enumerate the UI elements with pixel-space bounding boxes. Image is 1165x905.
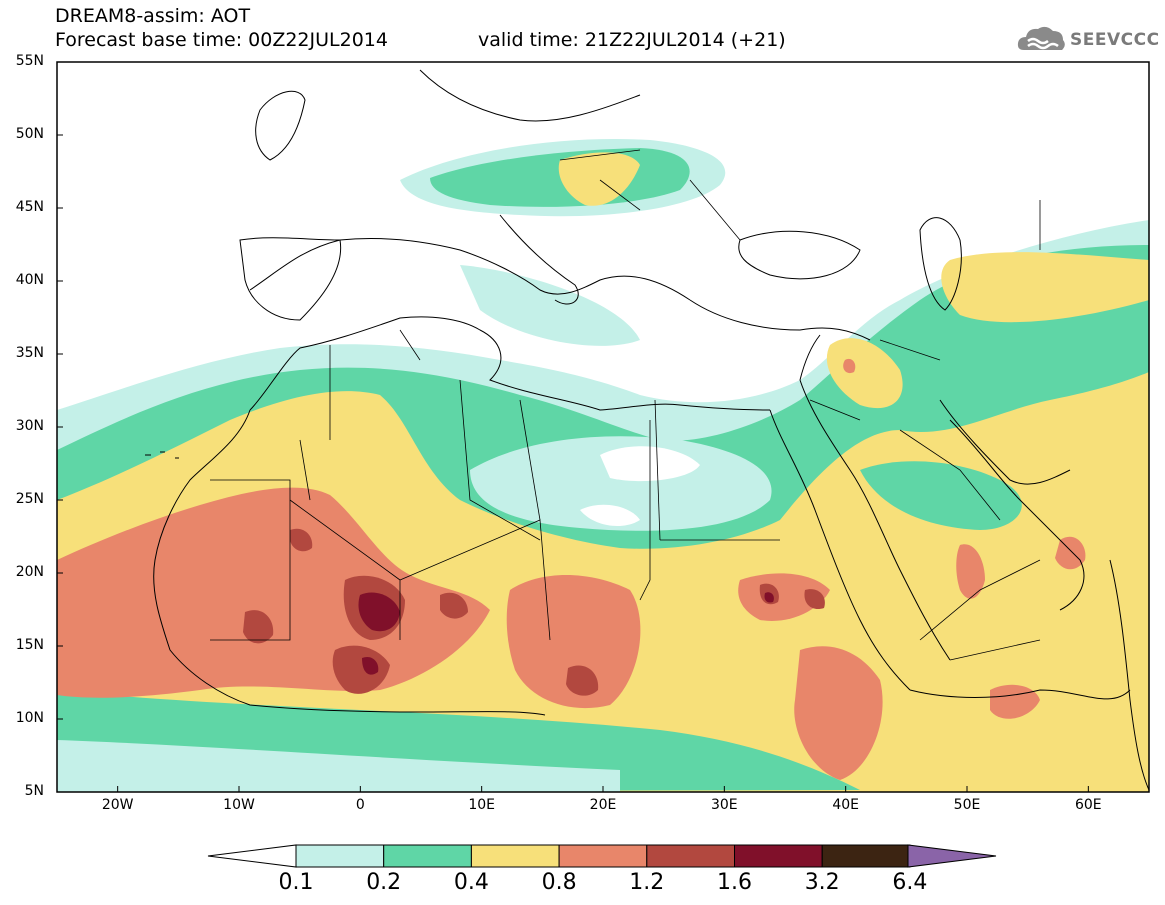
lat-label: 5N	[24, 783, 44, 799]
colorbar-swatch	[558, 844, 648, 868]
colorbar-swatch	[383, 844, 472, 868]
lon-label: 10E	[468, 797, 495, 813]
aot-field	[57, 62, 1149, 792]
lon-label: 30E	[710, 797, 738, 813]
cloud-icon	[1017, 26, 1065, 50]
logo-text: SEEVCCC	[1070, 30, 1160, 50]
colorbar-swatch	[821, 844, 911, 868]
colorbar-level-label: 3.2	[804, 870, 840, 895]
valid-time: valid time: 21Z22JUL2014 (+21)	[478, 29, 786, 51]
lat-label: 50N	[15, 126, 44, 142]
colorbar-level-label: 0.2	[366, 870, 402, 895]
lat-label: 40N	[15, 272, 44, 288]
lat-label: 15N	[15, 637, 44, 653]
lat-label: 20N	[15, 564, 44, 580]
colorbar-swatch	[470, 844, 560, 868]
colorbar-over-arrow	[907, 844, 997, 868]
lat-label: 55N	[15, 53, 44, 69]
lon-label: 10W	[223, 797, 255, 813]
colorbar-level-label: 1.2	[629, 870, 665, 895]
lat-label: 45N	[15, 199, 44, 215]
lon-label: 20W	[101, 797, 134, 813]
lat-label: 10N	[15, 710, 44, 726]
colorbar-level-label: 0.8	[541, 870, 577, 895]
colorbar-swatch	[734, 844, 823, 868]
lat-label: 30N	[15, 418, 44, 434]
colorbar-level-label: 1.6	[717, 870, 752, 895]
colorbar-swatch	[646, 844, 735, 868]
lat-label: 35N	[15, 345, 44, 361]
seevccc-logo: SEEVCCC	[1016, 22, 1159, 58]
axis-ticks	[57, 61, 1089, 793]
colorbar	[207, 844, 997, 868]
forecast-base-time: Forecast base time: 00Z22JUL2014	[55, 29, 388, 51]
colorbar-level-label: 0.1	[278, 870, 314, 895]
colorbar-under-arrow	[207, 844, 297, 868]
lat-label: 25N	[15, 491, 44, 507]
lon-label: 60E	[1074, 797, 1102, 813]
colorbar-level-label: 6.4	[892, 870, 928, 895]
country-borders	[210, 149, 1041, 661]
coastlines	[145, 69, 1149, 791]
colorbar-swatch	[295, 844, 385, 868]
colorbar-level-label: 0.4	[453, 870, 489, 895]
lon-label: 20E	[589, 797, 617, 813]
map-title: DREAM8-assim: AOT	[55, 5, 251, 27]
lon-label: 40E	[832, 797, 859, 813]
lon-label: 50E	[953, 797, 981, 813]
lon-label: 0	[355, 797, 365, 813]
